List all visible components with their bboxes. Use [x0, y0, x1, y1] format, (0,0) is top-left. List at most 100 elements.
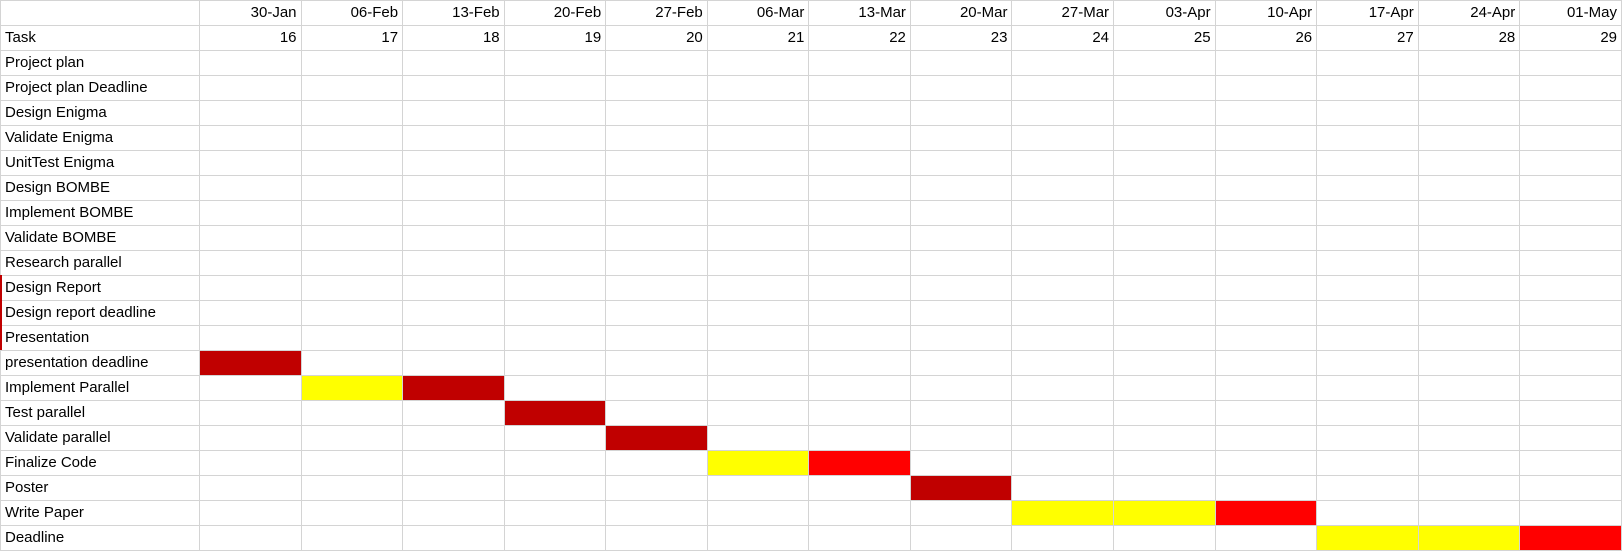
grid-cell[interactable] [300, 300, 404, 326]
grid-cell[interactable] [1011, 400, 1115, 426]
grid-cell[interactable] [808, 225, 911, 251]
grid-cell[interactable] [503, 450, 607, 476]
grid-cell[interactable] [503, 500, 607, 526]
grid-cell[interactable] [1214, 250, 1318, 276]
grid-cell[interactable] [198, 400, 302, 426]
grid-cell[interactable] [503, 325, 607, 351]
week-number-cell[interactable]: 28 [1417, 25, 1521, 51]
grid-cell[interactable] [605, 150, 708, 176]
grid-cell[interactable] [605, 525, 708, 551]
gantt-bar-cell-yellow[interactable] [300, 375, 404, 401]
grid-cell[interactable] [1519, 150, 1622, 176]
grid-cell[interactable] [1214, 350, 1318, 376]
grid-cell[interactable] [503, 525, 607, 551]
task-name-cell[interactable]: UnitTest Enigma [0, 150, 200, 176]
grid-cell[interactable] [706, 200, 810, 226]
grid-cell[interactable] [1214, 100, 1318, 126]
grid-cell[interactable] [503, 200, 607, 226]
grid-cell[interactable] [605, 250, 708, 276]
grid-cell[interactable] [808, 400, 911, 426]
grid-cell[interactable] [1214, 475, 1318, 501]
grid-cell[interactable] [198, 375, 302, 401]
grid-cell[interactable] [300, 325, 404, 351]
grid-cell[interactable] [1011, 100, 1115, 126]
grid-cell[interactable] [909, 500, 1013, 526]
grid-cell[interactable] [1214, 225, 1318, 251]
grid-cell[interactable] [198, 150, 302, 176]
week-number-cell[interactable]: 26 [1214, 25, 1318, 51]
grid-cell[interactable] [198, 475, 302, 501]
grid-cell[interactable] [1316, 425, 1419, 451]
grid-cell[interactable] [706, 525, 810, 551]
grid-cell[interactable] [1519, 175, 1622, 201]
grid-cell[interactable] [300, 125, 404, 151]
grid-cell[interactable] [1113, 75, 1216, 101]
grid-cell[interactable] [503, 175, 607, 201]
grid-cell[interactable] [402, 400, 505, 426]
grid-cell[interactable] [1113, 425, 1216, 451]
grid-cell[interactable] [1417, 425, 1521, 451]
grid-cell[interactable] [402, 50, 505, 76]
grid-cell[interactable] [706, 50, 810, 76]
date-header-cell[interactable]: 10-Apr [1214, 0, 1318, 26]
grid-cell[interactable] [808, 150, 911, 176]
grid-cell[interactable] [1214, 375, 1318, 401]
grid-cell[interactable] [605, 175, 708, 201]
task-name-cell[interactable]: Finalize Code [0, 450, 200, 476]
grid-cell[interactable] [909, 200, 1013, 226]
grid-cell[interactable] [1214, 275, 1318, 301]
grid-cell[interactable] [1417, 250, 1521, 276]
grid-cell[interactable] [909, 425, 1013, 451]
task-name-cell[interactable]: Project plan Deadline [0, 75, 200, 101]
date-header-cell[interactable]: 13-Feb [402, 0, 505, 26]
grid-cell[interactable] [1214, 325, 1318, 351]
grid-cell[interactable] [1417, 175, 1521, 201]
grid-cell[interactable] [402, 100, 505, 126]
grid-cell[interactable] [706, 250, 810, 276]
gantt-bar-cell-red[interactable] [808, 450, 911, 476]
grid-cell[interactable] [808, 500, 911, 526]
grid-cell[interactable] [605, 500, 708, 526]
week-number-cell[interactable]: 17 [300, 25, 404, 51]
grid-cell[interactable] [808, 175, 911, 201]
grid-cell[interactable] [503, 300, 607, 326]
grid-cell[interactable] [198, 450, 302, 476]
grid-cell[interactable] [605, 475, 708, 501]
task-header-cell[interactable]: Task [0, 25, 200, 51]
grid-cell[interactable] [808, 475, 911, 501]
gantt-bar-cell-dark[interactable] [909, 475, 1013, 501]
gantt-bar-cell-dark[interactable] [605, 425, 708, 451]
grid-cell[interactable] [1519, 75, 1622, 101]
grid-cell[interactable] [300, 200, 404, 226]
grid-cell[interactable] [706, 475, 810, 501]
grid-cell[interactable] [1316, 125, 1419, 151]
grid-cell[interactable] [300, 500, 404, 526]
grid-cell[interactable] [1519, 300, 1622, 326]
grid-cell[interactable] [909, 450, 1013, 476]
grid-cell[interactable] [300, 50, 404, 76]
grid-cell[interactable] [808, 50, 911, 76]
week-number-cell[interactable]: 24 [1011, 25, 1115, 51]
grid-cell[interactable] [198, 300, 302, 326]
grid-cell[interactable] [300, 175, 404, 201]
grid-cell[interactable] [1519, 475, 1622, 501]
grid-cell[interactable] [1113, 150, 1216, 176]
grid-cell[interactable] [1011, 50, 1115, 76]
grid-cell[interactable] [402, 475, 505, 501]
grid-cell[interactable] [808, 200, 911, 226]
grid-cell[interactable] [808, 125, 911, 151]
grid-cell[interactable] [1519, 425, 1622, 451]
grid-cell[interactable] [1417, 450, 1521, 476]
grid-cell[interactable] [198, 75, 302, 101]
grid-cell[interactable] [1214, 300, 1318, 326]
grid-cell[interactable] [402, 225, 505, 251]
grid-cell[interactable] [1519, 250, 1622, 276]
grid-cell[interactable] [605, 325, 708, 351]
grid-cell[interactable] [706, 300, 810, 326]
task-name-cell[interactable]: Design BOMBE [0, 175, 200, 201]
task-name-cell[interactable]: Design report deadline [0, 300, 200, 326]
week-number-cell[interactable]: 27 [1316, 25, 1419, 51]
grid-cell[interactable] [300, 250, 404, 276]
grid-cell[interactable] [909, 400, 1013, 426]
grid-cell[interactable] [503, 75, 607, 101]
